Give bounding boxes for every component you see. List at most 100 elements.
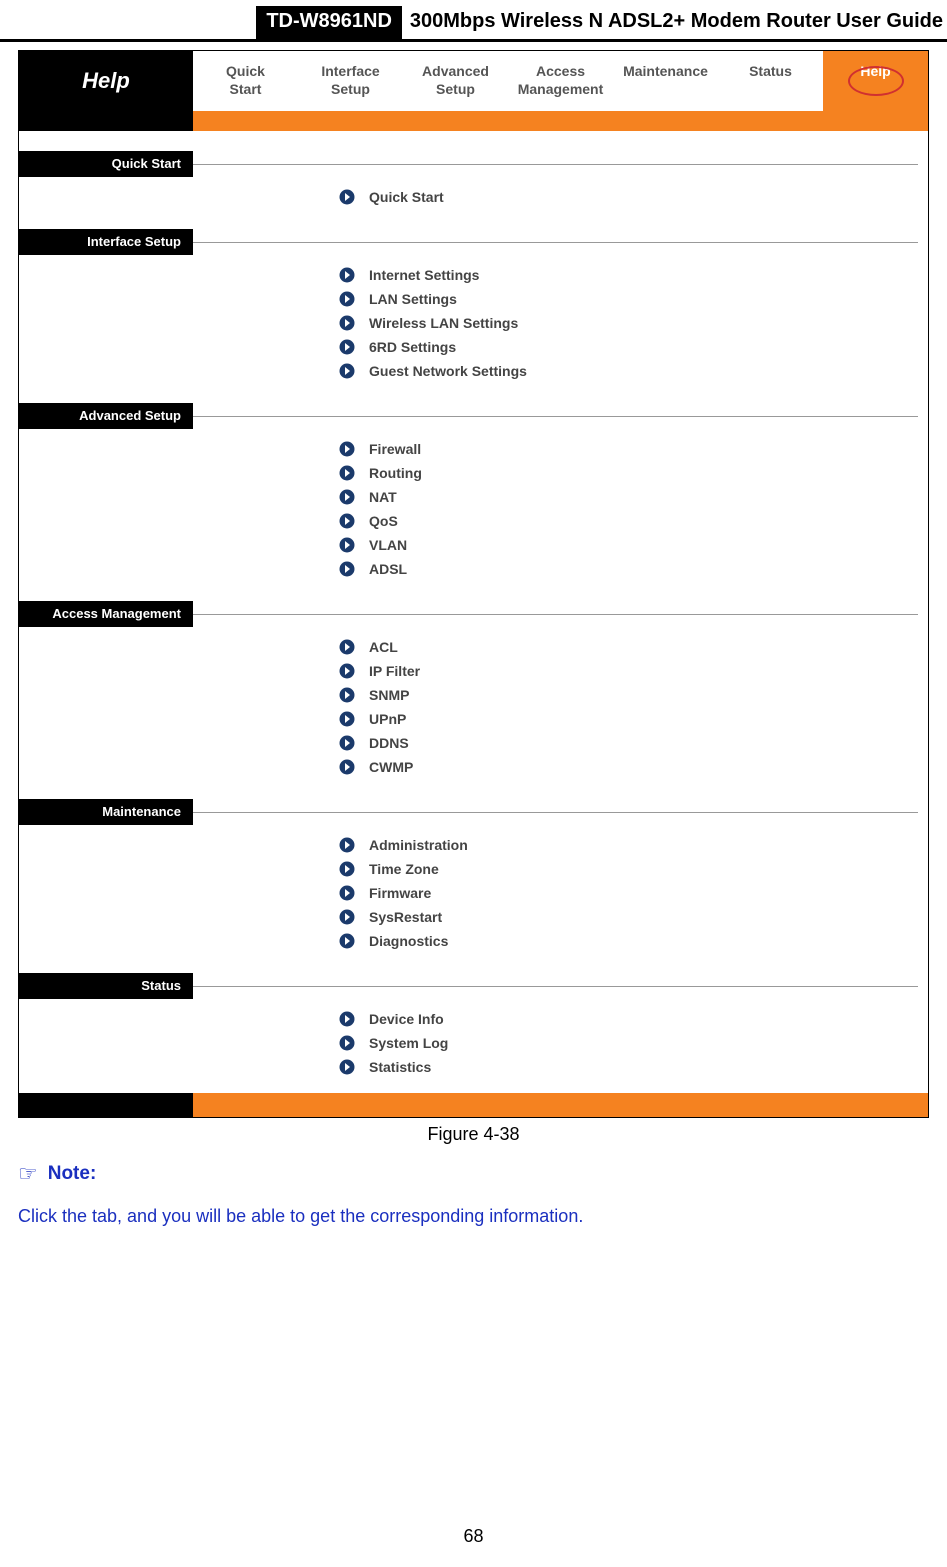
help-link-routing[interactable]: Routing [339,461,422,485]
doc-header-title: 300Mbps Wireless N ADSL2+ Modem Router U… [402,6,947,39]
tab-maintenance[interactable]: Maintenance [613,51,718,111]
arrow-bullet-icon [339,363,355,379]
section-header: Access Management [19,601,928,627]
blank-bar [19,131,928,145]
arrow-bullet-icon [339,909,355,925]
help-link-label: QoS [369,509,398,533]
help-link-label: Firewall [369,437,421,461]
help-link-ddns[interactable]: DDNS [339,731,420,755]
help-link-quick-start[interactable]: Quick Start [339,185,444,209]
help-link-lan-settings[interactable]: LAN Settings [339,287,527,311]
help-link-wireless-lan-settings[interactable]: Wireless LAN Settings [339,311,527,335]
help-link-adsl[interactable]: ADSL [339,557,422,581]
help-link-label: Routing [369,461,422,485]
arrow-bullet-icon [339,339,355,355]
tab-status[interactable]: Status [718,51,823,111]
note-label: Note: [48,1163,97,1185]
arrow-bullet-icon [339,537,355,553]
help-link-label: IP Filter [369,659,420,683]
page-title: Help [19,51,193,111]
help-link-label: Statistics [369,1055,431,1079]
section-header: Interface Setup [19,229,928,255]
arrow-bullet-icon [339,1035,355,1051]
sidebar-item-access-management: Access Management [19,601,193,627]
main-tabs: QuickStartInterfaceSetupAdvancedSetupAcc… [193,51,928,111]
help-link-label: NAT [369,485,397,509]
help-link-label: SysRestart [369,905,442,929]
help-link-ip-filter[interactable]: IP Filter [339,659,420,683]
page-number: 68 [0,1526,947,1547]
help-link-label: UPnP [369,707,406,731]
section-header: Quick Start [19,151,928,177]
help-link-snmp[interactable]: SNMP [339,683,420,707]
arrow-bullet-icon [339,561,355,577]
help-link-device-info[interactable]: Device Info [339,1007,448,1031]
help-link-sysrestart[interactable]: SysRestart [339,905,468,929]
figure-caption: Figure 4-38 [0,1124,947,1145]
tab-interface-setup[interactable]: InterfaceSetup [298,51,403,111]
help-link-label: Time Zone [369,857,439,881]
arrow-bullet-icon [339,1011,355,1027]
bottom-bar-left [19,1093,193,1117]
help-link-label: Administration [369,833,468,857]
arrow-bullet-icon [339,711,355,727]
section-body: FirewallRoutingNATQoSVLANADSL [19,429,928,595]
help-link-guest-network-settings[interactable]: Guest Network Settings [339,359,527,383]
section-body: Device InfoSystem LogStatistics [19,999,928,1093]
sidebar-item-interface-setup: Interface Setup [19,229,193,255]
help-link-statistics[interactable]: Statistics [339,1055,448,1079]
help-link-internet-settings[interactable]: Internet Settings [339,263,527,287]
arrow-bullet-icon [339,513,355,529]
sub-bar [19,111,928,131]
section-body: ACLIP FilterSNMPUPnPDDNSCWMP [19,627,928,793]
section-rule [193,601,928,627]
arrow-bullet-icon [339,687,355,703]
help-link-label: Internet Settings [369,263,479,287]
sidebar-item-advanced-setup: Advanced Setup [19,403,193,429]
section-body: AdministrationTime ZoneFirmwareSysRestar… [19,825,928,967]
help-link-vlan[interactable]: VLAN [339,533,422,557]
help-link-6rd-settings[interactable]: 6RD Settings [339,335,527,359]
arrow-bullet-icon [339,267,355,283]
help-link-administration[interactable]: Administration [339,833,468,857]
arrow-bullet-icon [339,837,355,853]
help-link-label: Firmware [369,881,431,905]
router-panel: Help QuickStartInterfaceSetupAdvancedSet… [18,50,929,1118]
arrow-bullet-icon [339,735,355,751]
tab-advanced-setup[interactable]: AdvancedSetup [403,51,508,111]
section-header: Advanced Setup [19,403,928,429]
help-link-label: ADSL [369,557,407,581]
help-link-diagnostics[interactable]: Diagnostics [339,929,468,953]
doc-header-model: TD-W8961ND [256,6,402,39]
help-link-system-log[interactable]: System Log [339,1031,448,1055]
help-link-time-zone[interactable]: Time Zone [339,857,468,881]
help-link-cwmp[interactable]: CWMP [339,755,420,779]
help-link-label: Quick Start [369,185,444,209]
help-link-label: CWMP [369,755,413,779]
help-link-acl[interactable]: ACL [339,635,420,659]
help-link-firewall[interactable]: Firewall [339,437,422,461]
section-body: Internet SettingsLAN SettingsWireless LA… [19,255,928,397]
arrow-bullet-icon [339,441,355,457]
section-rule [193,229,928,255]
arrow-bullet-icon [339,663,355,679]
section-header: Status [19,973,928,999]
help-link-nat[interactable]: NAT [339,485,422,509]
pointing-hand-icon: ☞ [18,1163,38,1185]
tab-access-management[interactable]: AccessManagement [508,51,613,111]
help-link-upnp[interactable]: UPnP [339,707,420,731]
tab-help[interactable]: Help [823,51,928,111]
help-link-label: Diagnostics [369,929,448,953]
section-rule [193,973,928,999]
arrow-bullet-icon [339,189,355,205]
help-link-label: Device Info [369,1007,444,1031]
arrow-bullet-icon [339,291,355,307]
help-link-firmware[interactable]: Firmware [339,881,468,905]
help-link-label: 6RD Settings [369,335,456,359]
help-link-qos[interactable]: QoS [339,509,422,533]
section-rule [193,799,928,825]
tab-quick-start[interactable]: QuickStart [193,51,298,111]
arrow-bullet-icon [339,489,355,505]
body-text: Click the tab, and you will be able to g… [18,1203,929,1230]
arrow-bullet-icon [339,933,355,949]
